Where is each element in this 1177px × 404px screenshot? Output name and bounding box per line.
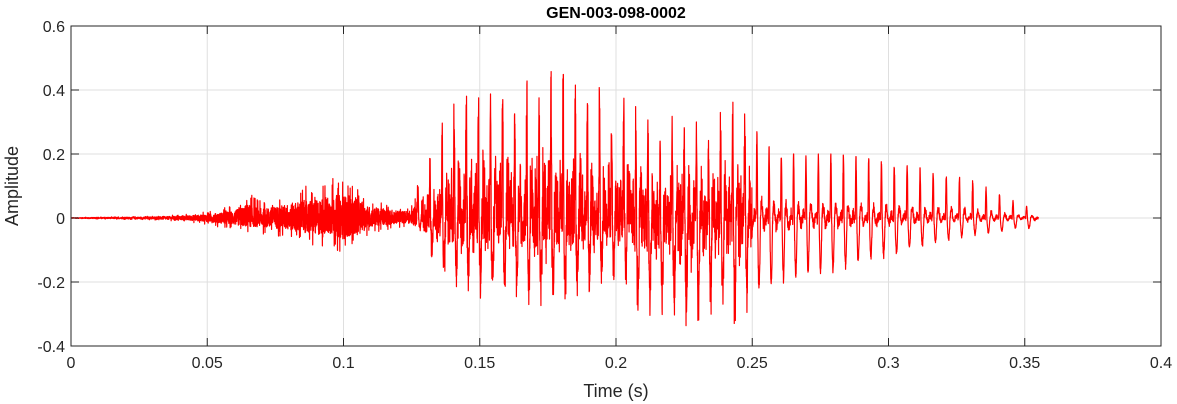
ticks: 0 0.05 0.1 0.15 0.2 0.25 0.3 0.35 0.4 -0.4 -0.2 0 0.… bbox=[37, 19, 1172, 372]
x-tick-label: 0.1 bbox=[332, 355, 354, 372]
x-tick-label: 0.15 bbox=[464, 355, 495, 372]
y-tick-label: 0.2 bbox=[43, 147, 65, 164]
waveform-line bbox=[70, 70, 1039, 327]
x-tick-label: 0.4 bbox=[1150, 355, 1172, 372]
x-tick-label: 0 bbox=[67, 355, 76, 372]
x-axis-label: Time (s) bbox=[583, 381, 648, 401]
x-tick-label: 0.05 bbox=[192, 355, 223, 372]
x-tick-label: 0.25 bbox=[737, 355, 768, 372]
y-tick-label: 0.4 bbox=[43, 83, 65, 100]
y-tick-label: -0.2 bbox=[37, 275, 65, 292]
x-tick-label: 0.2 bbox=[605, 355, 627, 372]
chart-title: GEN-003-098-0002 bbox=[546, 5, 686, 22]
y-tick-label: -0.4 bbox=[37, 339, 65, 356]
y-tick-label: 0 bbox=[56, 211, 65, 228]
x-tick-label: 0.35 bbox=[1009, 355, 1040, 372]
series bbox=[70, 70, 1039, 327]
y-axis-label: Amplitude bbox=[2, 146, 22, 226]
y-tick-label: 0.6 bbox=[43, 19, 65, 36]
x-tick-label: 0.3 bbox=[877, 355, 899, 372]
